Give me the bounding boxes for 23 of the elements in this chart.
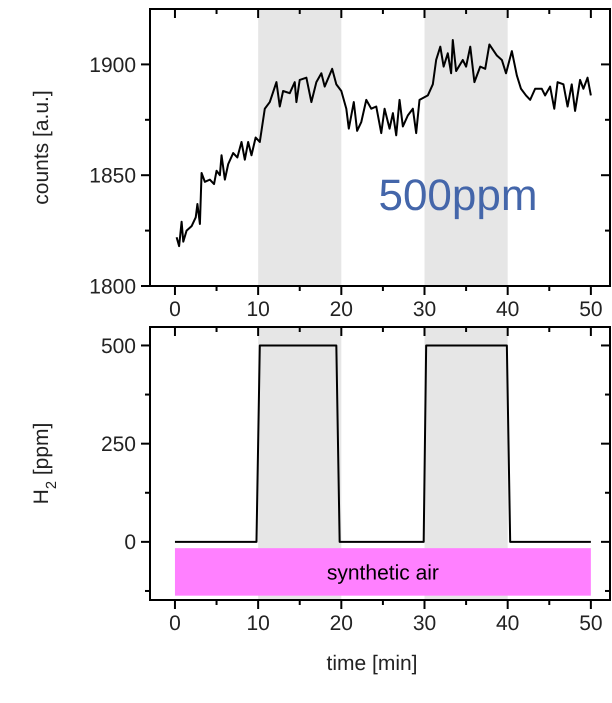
annotation: 500ppm bbox=[378, 171, 538, 220]
y-tick-label: 1850 bbox=[89, 164, 136, 188]
x-tick-label: 0 bbox=[169, 612, 181, 635]
x-tick-label: 40 bbox=[496, 612, 520, 635]
x-tick-label: 20 bbox=[330, 612, 353, 635]
x-tick-label: 10 bbox=[246, 612, 270, 635]
x-tick-label: 40 bbox=[496, 298, 520, 321]
y-tick-label: 1900 bbox=[89, 54, 136, 77]
x-tick-label: 50 bbox=[579, 612, 603, 635]
x-tick-label: 50 bbox=[579, 298, 603, 321]
band-label: synthetic air bbox=[326, 561, 439, 584]
x-axis-title: time [min] bbox=[326, 652, 418, 675]
y-tick-label: 1800 bbox=[89, 275, 136, 298]
x-tick-label: 20 bbox=[330, 298, 353, 321]
line-series bbox=[176, 39, 592, 248]
y-tick-label: 250 bbox=[100, 433, 136, 456]
y-tick-label: 500 bbox=[100, 334, 136, 358]
y-axis-title: counts [a.u.] bbox=[30, 90, 53, 205]
x-tick-label: 30 bbox=[412, 612, 436, 635]
x-tick-label: 10 bbox=[246, 298, 270, 321]
x-tick-label: 30 bbox=[412, 298, 436, 321]
x-tick-label: 0 bbox=[169, 298, 181, 321]
y-tick-label: 0 bbox=[124, 531, 136, 554]
